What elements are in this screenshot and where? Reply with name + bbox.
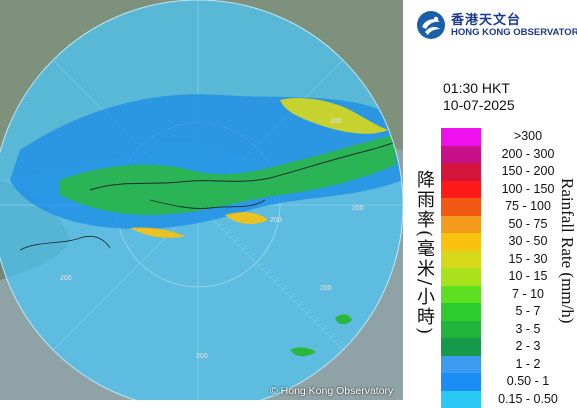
legend-swatch [441, 373, 481, 391]
hko-emblem-icon [416, 10, 446, 40]
legend-swatch [441, 338, 481, 356]
legend-swatch [441, 146, 481, 164]
legend-label: >300 [481, 129, 575, 143]
legend-swatch [441, 181, 481, 199]
range-label: 200 [270, 217, 282, 224]
radar-map: 200 200 200 200 200 200 [0, 0, 403, 400]
legend-swatch [441, 233, 481, 251]
legend-title-zh: 降雨率(毫米/小時) [409, 170, 437, 370]
legend-swatch [441, 216, 481, 234]
range-label: 200 [330, 118, 342, 125]
legend-swatch [441, 303, 481, 321]
legend-label: 150 - 200 [481, 164, 575, 178]
org-name-en: HONG KONG OBSERVATORY [451, 27, 577, 38]
range-label: 200 [320, 285, 332, 292]
range-label: 200 [196, 353, 208, 360]
range-label: 200 [60, 275, 72, 282]
observation-date: 10-07-2025 [443, 97, 515, 113]
observation-time: 01:30 HKT [443, 80, 510, 96]
legend-swatch [441, 391, 481, 408]
info-panel: 香港天文台 HONG KONG OBSERVATORY 01:30 HKT 10… [403, 0, 577, 400]
legend-swatch [441, 356, 481, 374]
legend-swatch [441, 286, 481, 304]
hko-logo: 香港天文台 HONG KONG OBSERVATORY [411, 6, 577, 42]
org-name-zh: 香港天文台 [451, 9, 521, 28]
legend-swatch [441, 198, 481, 216]
legend-swatch [441, 268, 481, 286]
legend-row: 0.15 - 0.50 [441, 391, 575, 408]
legend-row: >300 [441, 128, 575, 146]
legend-label: 200 - 300 [481, 147, 575, 161]
range-label: 200 [352, 205, 364, 212]
legend-title-en: Rainfall Rate (mm/h) [549, 178, 577, 378]
legend-label: 0.15 - 0.50 [481, 392, 575, 406]
legend-swatch [441, 251, 481, 269]
legend-swatch [441, 321, 481, 339]
legend-row: 200 - 300 [441, 146, 575, 164]
legend-swatch [441, 163, 481, 181]
legend-swatch [441, 128, 481, 146]
copyright-notice: © Hong Kong Observatory [270, 385, 393, 397]
